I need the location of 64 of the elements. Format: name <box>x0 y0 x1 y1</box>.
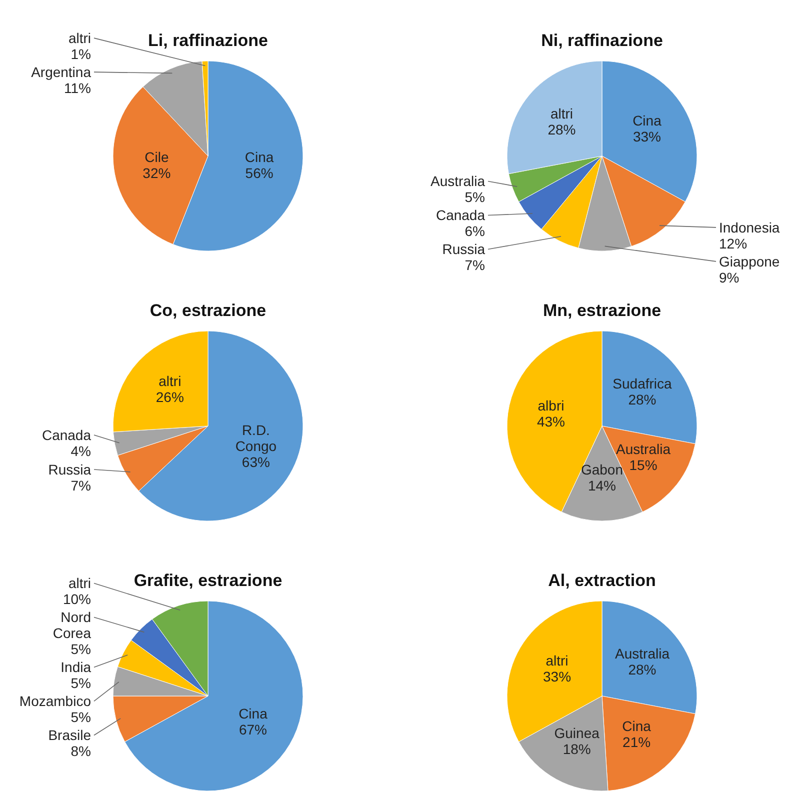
data-label: 5% <box>70 709 91 726</box>
slice-label: Argentina <box>31 64 92 80</box>
data-label: 11% <box>64 80 91 96</box>
chart-title: Li, raffinazione <box>148 31 268 50</box>
slice-label: Mozambico <box>19 693 92 710</box>
slice-label: Australia <box>615 646 670 662</box>
data-label: 15% <box>629 457 658 474</box>
data-label: 33% <box>632 128 661 144</box>
slice-label: Indonesia <box>719 219 780 236</box>
slice-label: Australia <box>430 173 486 190</box>
slice-label: altri <box>550 106 574 122</box>
slice-label: Russia <box>442 241 486 258</box>
data-label: 7% <box>70 477 91 494</box>
data-label: 5% <box>70 641 91 658</box>
slice-label: Cina <box>632 112 662 128</box>
chart-title: Co, estrazione <box>150 301 266 320</box>
data-label: 28% <box>628 392 656 408</box>
data-label: 14% <box>588 477 616 494</box>
slice-label: Cina <box>238 706 268 722</box>
slice-label: Cina <box>622 718 652 734</box>
data-label: 6% <box>464 223 485 240</box>
slice-label: altri <box>68 575 91 592</box>
slice-label: Guinea <box>554 724 600 741</box>
chart-title: Al, extraction <box>548 571 656 590</box>
slice-label: Nord Corea <box>52 609 92 642</box>
data-label: 8% <box>70 743 91 760</box>
slice-label: Russia <box>48 461 92 478</box>
data-label: 28% <box>628 662 656 678</box>
data-label: 56% <box>245 164 274 181</box>
slice-label: R.D. Congo <box>235 422 277 454</box>
slice-label: Gabon <box>580 461 624 478</box>
data-label: 63% <box>242 454 270 470</box>
data-label: 9% <box>719 269 740 286</box>
data-label: 28% <box>548 122 576 138</box>
data-label: 5% <box>464 189 485 206</box>
slice-label: Brasile <box>48 727 92 744</box>
slice-label: Cina <box>244 148 274 165</box>
data-label: 1% <box>70 46 91 62</box>
chart-title: Mn, estrazione <box>542 301 662 320</box>
data-label: 67% <box>238 722 267 738</box>
slice-label: Australia <box>616 441 671 458</box>
chart-title: Ni, raffinazione <box>541 31 663 50</box>
data-label: 5% <box>70 675 91 692</box>
slice-label: altri <box>158 373 182 390</box>
slice-label: Canada <box>436 207 486 224</box>
data-label: 4% <box>70 443 91 460</box>
slice-label: Sudafrica <box>612 376 672 392</box>
data-label: 43% <box>536 414 566 430</box>
slice-label: Cile <box>144 148 169 165</box>
slice-label: India <box>60 659 92 676</box>
slice-label: altri <box>68 30 91 46</box>
slice-label: Giappone <box>719 253 780 270</box>
data-label: 32% <box>142 164 171 181</box>
data-label: 21% <box>622 734 651 750</box>
data-label: 18% <box>562 740 591 757</box>
data-label: 33% <box>543 668 572 684</box>
data-label: 7% <box>464 257 485 274</box>
slice-label: Canada <box>42 427 92 444</box>
chart-title: Grafite, estrazione <box>134 571 282 590</box>
data-label: 12% <box>719 235 748 252</box>
slice-label: albri <box>538 398 564 414</box>
data-label: 26% <box>156 389 184 406</box>
data-label: 10% <box>62 591 91 608</box>
slice-label: altri <box>546 652 568 668</box>
